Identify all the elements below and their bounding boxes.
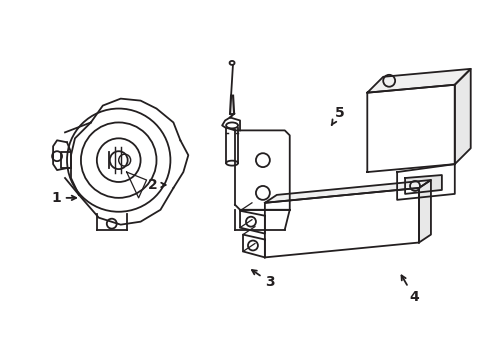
Text: 5: 5 [331,105,344,125]
Polygon shape [264,188,418,257]
Text: 2: 2 [147,178,165,192]
Text: 4: 4 [401,275,418,304]
Polygon shape [243,235,264,257]
Polygon shape [404,175,441,194]
Polygon shape [396,164,454,200]
Polygon shape [366,85,454,172]
Polygon shape [454,69,470,164]
Polygon shape [264,180,430,203]
Polygon shape [418,180,430,243]
Ellipse shape [229,61,234,65]
Text: 1: 1 [51,191,76,205]
Polygon shape [240,211,264,234]
Text: 3: 3 [251,270,274,289]
Polygon shape [366,69,470,93]
